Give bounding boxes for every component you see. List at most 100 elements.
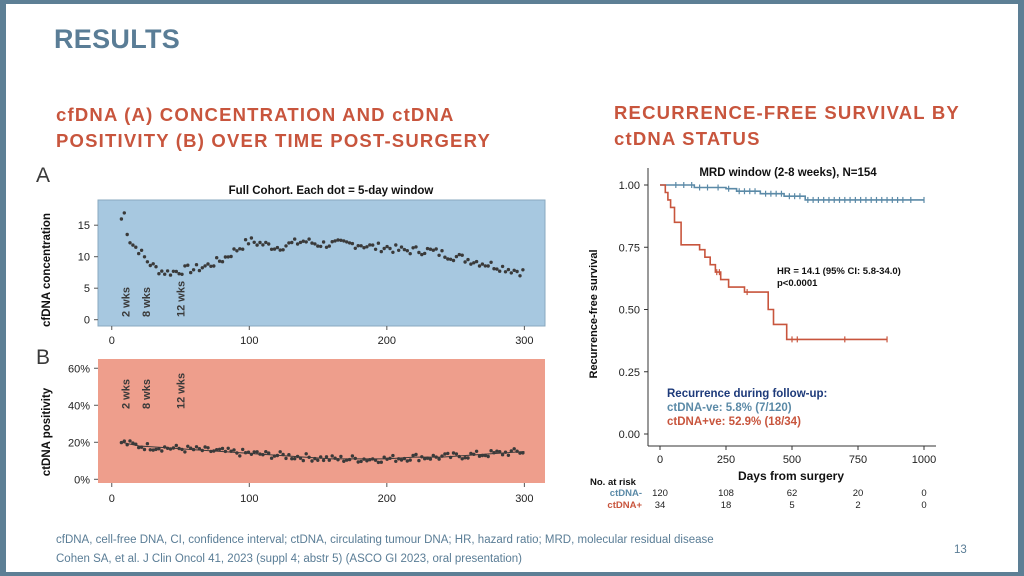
panel-a-data-point: [347, 241, 352, 245]
panel-a-data-point: [472, 261, 476, 265]
panel-a-y-label: cfDNA concentration: [41, 213, 53, 327]
panel-a-data-point: [174, 269, 178, 274]
panel-b-data-point: [512, 447, 516, 451]
panel-a-data-point: [217, 259, 222, 263]
panel-a-data-point: [243, 238, 248, 242]
panel-a-data-point: [506, 267, 511, 272]
panel-b-data-point: [290, 457, 294, 461]
panel-a-data-point: [258, 240, 262, 245]
panel-a-data-point: [128, 241, 132, 245]
panel-b-data-point: [160, 449, 164, 453]
at-risk-title: No. at risk: [590, 477, 637, 488]
panel-a-data-point: [414, 245, 418, 249]
km-ctdna-positive-curve: [660, 184, 887, 341]
panel-b-data-point: [226, 446, 230, 450]
panel-a-data-point: [284, 244, 288, 248]
panel-b-data-point: [316, 458, 320, 462]
km-chart: MRD window (2-8 weeks), N=154 Recurrence…: [588, 167, 936, 511]
panel-a-data-point: [171, 269, 176, 273]
panel-b-data-point: [451, 451, 456, 455]
panel-b-data-point: [310, 459, 314, 463]
panel-b-data-point: [339, 454, 343, 459]
panel-a-data-point: [440, 249, 444, 253]
panel-a-week-annotation: 8 wks: [141, 287, 153, 317]
km-y-tick-label: 0.50: [619, 305, 640, 317]
panel-a-x-tick-label: 300: [515, 335, 533, 347]
panel-a-data-point: [183, 264, 187, 268]
panel-a-data-point: [186, 263, 190, 267]
panel-a-data-point: [321, 240, 326, 244]
panel-a-data-point: [330, 240, 334, 244]
panel-a-data-point: [379, 249, 383, 254]
footnote-abbreviations: cfDNA, cell-free DNA, CI, confidence int…: [56, 534, 714, 546]
km-y-label: Recurrence-free survival: [588, 249, 600, 378]
panel-a-data-point: [466, 257, 470, 262]
panel-b-data-point: [489, 449, 493, 453]
km-x-label: Days from surgery: [738, 469, 844, 483]
panel-b-data-point: [145, 442, 150, 446]
at-risk-count: 62: [787, 488, 798, 499]
panel-a-data-point: [177, 272, 181, 276]
panel-b-data-point: [431, 453, 435, 458]
panel-b-data-point: [408, 458, 412, 462]
panel-b-data-point: [382, 455, 386, 459]
panel-a-data-point: [134, 245, 138, 249]
panel-b-data-point: [304, 452, 308, 456]
panel-b-data-point: [477, 454, 482, 458]
panel-b-data-point: [267, 451, 271, 455]
panel-b-data-point: [399, 458, 404, 462]
panel-a-data-point: [509, 271, 513, 275]
panel-b-data-point: [506, 453, 511, 457]
panel-b-data-point: [446, 451, 450, 456]
panel-a-data-point: [521, 268, 525, 272]
panel-a-data-point: [342, 239, 346, 243]
panel-a-data-point: [443, 255, 447, 259]
panel-b-data-point: [151, 448, 155, 452]
panel-a-data-point: [307, 237, 311, 241]
panel-a-data-point: [373, 247, 378, 251]
footnote-citation: Cohen SA, et al. J Clin Oncol 41, 2023 (…: [56, 553, 522, 565]
at-risk-count: 2: [855, 500, 860, 511]
panel-a-data-point: [235, 249, 239, 253]
panel-a-data-point: [131, 243, 135, 247]
panel-a-data-point: [477, 264, 482, 268]
panel-b-data-point: [365, 459, 369, 463]
panel-b-data-point: [215, 448, 219, 452]
km-x-tick-label: 1000: [912, 454, 936, 466]
panel-a-data-point: [492, 267, 496, 271]
panel-a-data-point: [142, 255, 147, 259]
at-risk-count: 5: [789, 500, 794, 511]
panel-b-data-point: [174, 443, 178, 448]
panel-b-data-point: [252, 450, 256, 454]
panel-a-data-point: [275, 245, 280, 250]
page-number: 13: [954, 544, 967, 556]
panel-a-data-point: [333, 239, 337, 243]
panel-a-data-point: [269, 247, 274, 251]
panel-a-data-point: [316, 244, 320, 248]
panel-b-data-point: [220, 446, 225, 451]
panel-a-data-point: [226, 255, 230, 259]
panel-a-y-tick-label: 0: [84, 315, 90, 327]
panel-a-data-point: [489, 260, 493, 264]
panel-a-data-point: [405, 249, 409, 253]
panel-a-data-point: [368, 243, 372, 247]
km-x-tick-label: 0: [657, 454, 663, 466]
panel-a-data-point: [483, 264, 487, 268]
panel-a-data-point: [232, 247, 236, 251]
panel-a-data-point: [209, 264, 213, 268]
at-risk-count: 18: [721, 500, 732, 511]
panel-b-data-point: [417, 458, 421, 463]
panel-a-x-tick-label: 0: [109, 335, 115, 347]
panel-a-data-point: [454, 254, 459, 259]
panel-b-data-point: [278, 450, 282, 454]
panel-a-data-point: [428, 247, 433, 251]
panel-b-data-point: [463, 456, 467, 460]
panel-a-data-point: [313, 242, 317, 246]
panel-a-data-point: [388, 246, 392, 251]
panel-b-data-point: [376, 460, 381, 465]
panel-a-data-point: [385, 244, 389, 249]
left-section-heading: cfDNA (A) CONCENTRATION AND ctDNA POSITI…: [56, 104, 492, 151]
at-risk-count: 0: [921, 488, 926, 499]
panel-a-data-point: [417, 250, 421, 255]
panel-a-data-point: [371, 243, 375, 247]
